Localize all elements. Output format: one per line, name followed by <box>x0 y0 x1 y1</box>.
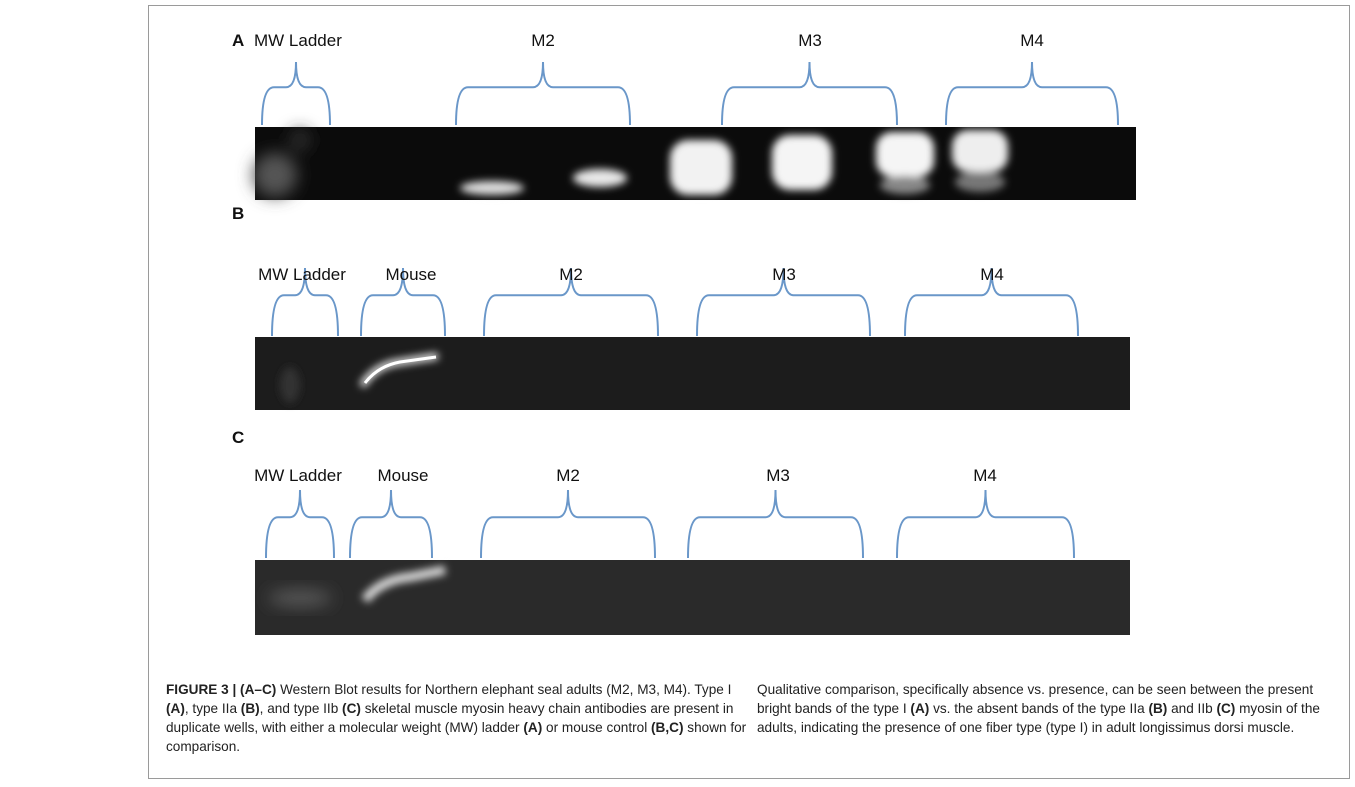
panel-letter: C <box>232 428 244 447</box>
caption-left: FIGURE 3 | (A–C) Western Blot results fo… <box>166 680 751 756</box>
bracket <box>688 490 863 558</box>
band <box>268 589 332 607</box>
lane-label: M4 <box>973 466 997 485</box>
band <box>290 130 310 150</box>
lane-label: MW Ladder <box>254 466 342 485</box>
caption-text: (A) <box>166 701 185 716</box>
bracket <box>722 62 897 125</box>
caption-text: (C) <box>342 701 361 716</box>
lane-label: Mouse <box>377 466 428 485</box>
band <box>876 132 934 177</box>
band <box>880 176 930 194</box>
bracket <box>262 62 330 125</box>
lane-label: M3 <box>798 31 822 50</box>
panel-letter: B <box>232 204 244 223</box>
caption-right: Qualitative comparison, specifically abs… <box>757 680 1342 737</box>
lane-label: MW Ladder <box>254 31 342 50</box>
bracket <box>266 490 334 558</box>
band <box>253 153 297 197</box>
caption-text: FIGURE 3 | (A–C) <box>166 682 276 697</box>
caption-text: Western Blot results for Northern elepha… <box>276 682 731 697</box>
blot <box>255 560 1130 635</box>
band <box>952 130 1008 172</box>
lane-label: M2 <box>559 265 583 284</box>
bracket <box>481 490 655 558</box>
bracket <box>897 490 1074 558</box>
lane-label: Mouse <box>385 265 436 284</box>
bracket <box>946 62 1118 125</box>
caption-text: vs. the absent bands of the type IIa <box>929 701 1148 716</box>
bracket <box>456 62 630 125</box>
lane-label: M4 <box>1020 31 1044 50</box>
caption-text: and IIb <box>1167 701 1216 716</box>
lane-label: MW Ladder <box>258 265 346 284</box>
caption-text: (C) <box>1216 701 1235 716</box>
band <box>772 135 832 190</box>
caption-text: (B,C) <box>651 720 683 735</box>
lane-label: M3 <box>772 265 796 284</box>
caption-text: (B) <box>241 701 260 716</box>
lane-label: M2 <box>556 466 580 485</box>
band <box>955 172 1005 192</box>
caption-text: (B) <box>1148 701 1167 716</box>
band <box>573 169 627 187</box>
lane-label: M3 <box>766 466 790 485</box>
figure: A MW Ladder M2 M3 M4 B MW Ladder Mouse M2 M3 M4 C MW… <box>0 0 1355 670</box>
blot <box>255 337 1130 410</box>
lane-label: M4 <box>980 265 1004 284</box>
caption-text: (A) <box>910 701 929 716</box>
panel-letter: A <box>232 31 244 50</box>
bracket <box>350 490 432 558</box>
band <box>670 140 732 195</box>
band <box>460 181 524 195</box>
caption-text: , type IIa <box>185 701 241 716</box>
band <box>280 367 300 403</box>
caption-text: or mouse control <box>542 720 651 735</box>
lane-label: M2 <box>531 31 555 50</box>
caption-text: (A) <box>523 720 542 735</box>
caption-text: , and type IIb <box>260 701 342 716</box>
